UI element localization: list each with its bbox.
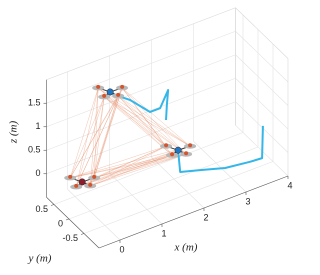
link-line: [69, 87, 99, 178]
link-line: [94, 145, 191, 179]
link-line: [98, 87, 187, 155]
y-tick: [50, 204, 55, 206]
y-tick-label: -0.5: [62, 233, 78, 243]
rotor-hub: [188, 143, 193, 148]
link-line: [118, 95, 191, 147]
link-line: [70, 153, 187, 179]
link-line: [89, 95, 119, 186]
z-tick-label: 0.5: [28, 145, 41, 155]
link-line: [75, 95, 119, 188]
z-tick-label: 1: [35, 121, 40, 131]
rotor-hub: [120, 84, 125, 89]
link-line: [90, 145, 167, 187]
rotor-hub: [116, 92, 121, 97]
link-line: [94, 154, 173, 179]
drone: [78, 178, 86, 186]
link-line: [90, 154, 173, 187]
link-line: [104, 96, 191, 147]
rotor-hub: [184, 151, 189, 156]
grid-line: [235, 54, 289, 106]
link-line: [75, 87, 99, 187]
grid-line: [46, 77, 236, 151]
link-line: [70, 145, 167, 179]
link-line: [89, 87, 99, 186]
link-line: [93, 95, 119, 178]
x-tick-label: 4: [287, 180, 292, 190]
rotor-hub: [68, 174, 73, 179]
link-line: [121, 87, 167, 147]
grid-line: [46, 30, 236, 104]
box-edge: [46, 7, 236, 81]
trajectory: [177, 125, 264, 173]
grid-line: [68, 146, 259, 220]
rotor-hub: [88, 182, 93, 187]
link-line: [90, 153, 187, 187]
link-line: [69, 95, 119, 179]
grid-line: [235, 78, 289, 130]
x-tick-label: 3: [245, 196, 250, 206]
link-line: [104, 96, 167, 147]
y-tick-label: 0: [58, 218, 63, 228]
link-line: [104, 96, 187, 155]
x-tick-label: 0: [119, 244, 124, 254]
link-line: [98, 87, 191, 147]
link-line: [93, 87, 123, 178]
grid-line: [109, 173, 163, 225]
drone: [174, 146, 182, 154]
chart: x (m) y (m) z (m) 0 1 2 3 4 -0.5 0 0.5 0 0.5 1 1.5: [8, 7, 293, 265]
grid-line: [235, 101, 289, 153]
grid-line: [46, 54, 236, 128]
link-line: [93, 96, 105, 178]
y-axis-label: y (m): [28, 253, 52, 265]
y-tick: [65, 218, 70, 221]
y-tick: [80, 233, 85, 235]
link-line: [70, 145, 191, 179]
link-line: [89, 87, 123, 186]
box-edge: [235, 7, 289, 59]
grid-line: [46, 101, 236, 175]
link-line: [69, 96, 105, 179]
link-line: [117, 95, 167, 147]
z-tick-label: 1.5: [28, 98, 41, 108]
link-line: [94, 145, 167, 179]
link-line: [121, 87, 187, 155]
link-line: [89, 96, 105, 186]
y-axis: [46, 197, 100, 249]
rotor-hub: [74, 183, 79, 188]
rotor-hub: [92, 174, 97, 179]
link-line: [75, 87, 123, 188]
x-axis: [98, 175, 289, 249]
rotor-hub: [170, 152, 175, 157]
link-line: [94, 153, 187, 179]
rotor-hub: [102, 93, 107, 98]
grid-line: [151, 157, 205, 209]
grid-line: [83, 161, 274, 234]
grid-line: [193, 141, 247, 193]
x-tick-label: 2: [203, 212, 208, 222]
drone: [106, 88, 114, 96]
x-axis-label: x (m): [174, 242, 198, 254]
link-line: [75, 96, 105, 187]
link-line: [76, 145, 167, 188]
link-line: [76, 154, 173, 188]
y-tick-label: 0.5: [35, 204, 48, 214]
link-line: [70, 154, 173, 179]
z-axis-label: z (m): [8, 121, 20, 145]
grid-line: [53, 132, 244, 205]
link-line: [69, 87, 123, 179]
link-line: [117, 95, 187, 155]
x-tick-label: 1: [161, 228, 166, 238]
link-line: [93, 87, 99, 178]
grid-line: [67, 189, 121, 241]
link-line: [97, 87, 173, 156]
rotor-hub: [164, 143, 169, 148]
grid-line: [235, 31, 289, 83]
trajectory: [111, 89, 170, 121]
z-tick-label: 0: [35, 168, 40, 178]
link-line: [76, 153, 187, 188]
rotor-hub: [96, 84, 101, 89]
link-line: [121, 87, 191, 147]
